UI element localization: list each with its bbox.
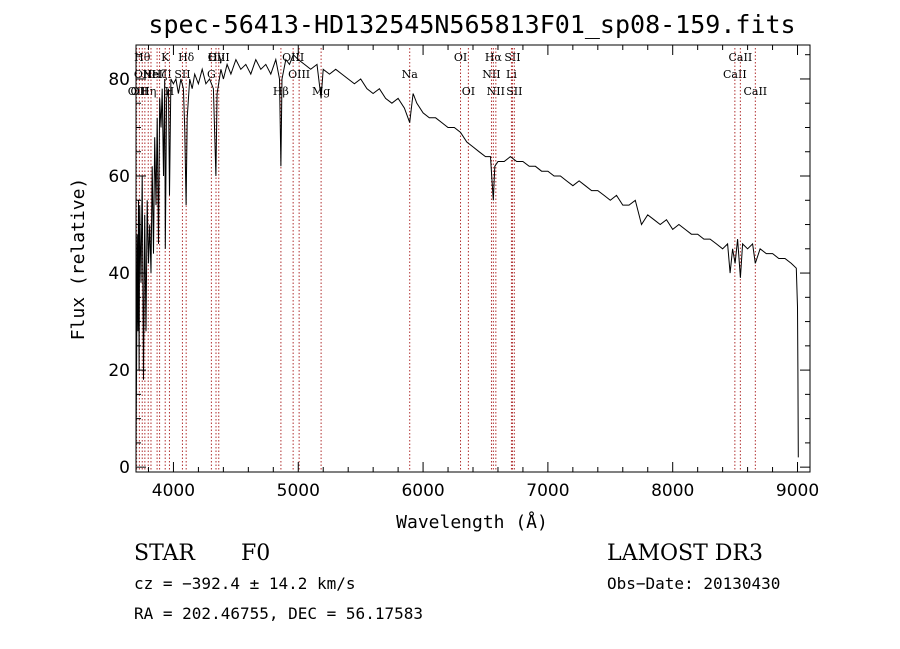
spectral-line-label: OI — [454, 51, 467, 64]
spectral-line-markers: OIIOIIHθOIIIHηHeNeIIIHζKHSIIHδGHγOIIIHβO… — [128, 48, 767, 472]
y-tick-label: 40 — [108, 264, 130, 284]
spectral-line-label: OIII — [288, 68, 310, 81]
spectral-line-label: SII — [504, 51, 520, 64]
x-tick-label: 9000 — [776, 481, 819, 501]
spectral-line-label: K — [161, 51, 170, 64]
x-tick-label: 4000 — [152, 481, 195, 501]
axis-ticks: 4000 5000 6000 7000 8000 9000 0 20 40 60 80 — [108, 45, 819, 501]
spectrum-line — [135, 53, 799, 458]
spectral-line-label: H — [165, 85, 175, 98]
spectral-line-label: NII — [487, 85, 505, 98]
y-tick-label: 20 — [108, 361, 130, 381]
spectral-line-label: OII — [128, 85, 146, 98]
spectral-line-label: NeIII — [143, 68, 172, 81]
spectral-line-label: CaII — [743, 85, 767, 98]
spectral-line-label: CaII — [729, 51, 753, 64]
y-axis-label: Flux (relative) — [68, 178, 89, 341]
x-tick-label: 5000 — [277, 481, 320, 501]
spectral-line-label: OI — [462, 85, 475, 98]
spectral-line-label: He — [143, 68, 159, 81]
spectral-line-label: Hα — [485, 51, 503, 64]
y-tick-label: 80 — [108, 70, 130, 90]
ra-dec: RA = 202.46755, DEC = 56.17583 — [134, 604, 423, 623]
survey-name: LAMOST DR3 — [607, 541, 763, 566]
spectral-line-label: OIII — [134, 68, 156, 81]
spectral-line-label: SII — [174, 68, 190, 81]
x-tick-label: 6000 — [401, 481, 444, 501]
spectral-line-label: Li — [506, 68, 517, 81]
spectral-line-label: OII — [131, 85, 149, 98]
obs-date: Obs−Date: 20130430 — [607, 574, 780, 593]
y-tick-label: 60 — [108, 167, 130, 187]
plot-frame — [135, 44, 811, 473]
spectral-line-label: NII — [482, 68, 500, 81]
spectral-line-label: SII — [506, 85, 522, 98]
x-axis-label: Wavelength (Å) — [396, 511, 548, 533]
spectral-line-label: Na — [402, 68, 419, 81]
spectral-line-label: Hγ — [208, 51, 225, 64]
spectral-line-label: Hη — [140, 85, 156, 98]
x-tick-label: 8000 — [651, 481, 694, 501]
spectral-line-label: OIII — [208, 51, 230, 64]
object-class: STAR — [134, 541, 196, 566]
y-tick-label: 0 — [119, 458, 130, 478]
chart-title: spec-56413-HD132545N565813F01_sp08-159.f… — [148, 10, 795, 39]
x-tick-label: 7000 — [526, 481, 569, 501]
spectral-line-label: Hβ — [273, 85, 289, 98]
spectral-line-label: CaII — [723, 68, 747, 81]
spectral-line-label: Hζ — [152, 68, 168, 81]
redshift-cz: cz = −392.4 ± 14.2 km/s — [134, 574, 356, 593]
spectral-line-label: G — [207, 68, 216, 81]
spectral-line-label: Hδ — [178, 51, 195, 64]
object-subclass: F0 — [241, 541, 270, 566]
